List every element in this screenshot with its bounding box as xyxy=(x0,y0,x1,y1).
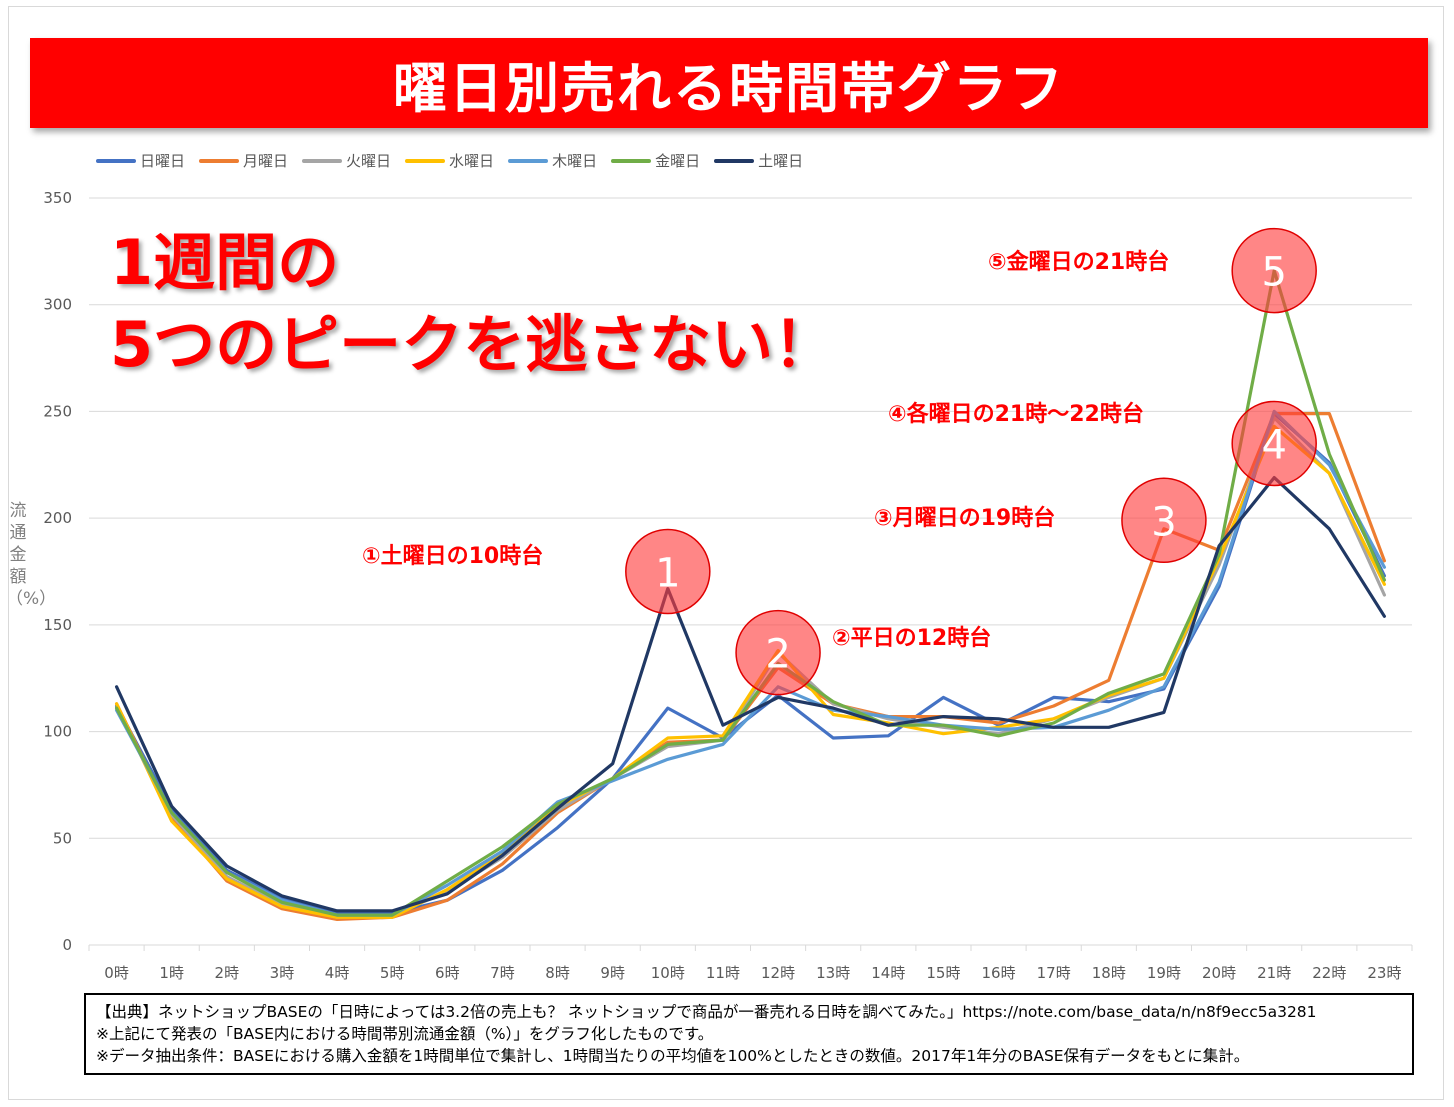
legend-swatch xyxy=(302,158,343,163)
x-tick-label: 4時 xyxy=(325,964,350,982)
x-tick-label: 7時 xyxy=(490,964,515,982)
legend-swatch xyxy=(714,158,755,163)
x-tick-label: 21時 xyxy=(1257,964,1291,982)
y-tick-label: 150 xyxy=(43,616,72,634)
annotation-5-label: ⑤金曜日の21時台 xyxy=(988,250,1170,275)
annotation-circle-2 xyxy=(735,609,821,696)
y-tick-label: 300 xyxy=(43,296,72,314)
y-tick-label: 200 xyxy=(43,509,72,527)
x-tick-label: 13時 xyxy=(816,964,850,982)
title-banner: 曜日別売れる時間帯グラフ xyxy=(30,38,1428,128)
legend-item: 火曜日 xyxy=(302,150,391,171)
legend-swatch xyxy=(199,158,240,163)
legend-label: 土曜日 xyxy=(758,152,804,170)
x-tick-label: 19時 xyxy=(1147,964,1181,982)
annotation-3-label: ③月曜日の19時台 xyxy=(874,506,1056,531)
y-tick-label: 50 xyxy=(53,829,72,847)
legend-item: 日曜日 xyxy=(96,150,185,171)
legend-item: 土曜日 xyxy=(714,150,803,171)
x-tick-label: 2時 xyxy=(215,964,240,982)
x-tick-label: 20時 xyxy=(1202,964,1236,982)
annotation-4-label: ④各曜日の21時～22時台 xyxy=(888,402,1144,427)
source-line-2: ※上記にて発表の「BASE内における時間帯別流通金額（%）」をグラフ化したもので… xyxy=(96,1025,714,1043)
source-note: 【出典】ネットショップBASEの「日時によっては3.2倍の売上も？ ネットショッ… xyxy=(84,993,1414,1075)
x-tick-label: 14時 xyxy=(871,964,905,982)
legend-label: 木曜日 xyxy=(552,152,598,170)
source-line-3: ※データ抽出条件：BASEにおける購入金額を1時間単位で集計し、1時間当たりの平… xyxy=(96,1047,1250,1065)
x-tick-label: 0時 xyxy=(104,964,129,982)
legend-label: 日曜日 xyxy=(140,152,186,170)
y-tick-label: 250 xyxy=(43,402,72,420)
x-tick-label: 12時 xyxy=(761,964,795,982)
series-line-7 xyxy=(114,476,1387,913)
annotation-number-5: 5 xyxy=(1261,250,1286,296)
annotation-2-label: ②平日の12時台 xyxy=(832,626,992,651)
y-tick-label: 0 xyxy=(62,936,72,954)
x-tick-label: 23時 xyxy=(1367,964,1401,982)
x-tick-label: 11時 xyxy=(706,964,740,982)
outer-frame xyxy=(8,6,1444,1100)
y-tick-label: 350 xyxy=(43,189,72,207)
legend-item: 水曜日 xyxy=(405,150,494,171)
x-tick-label: 16時 xyxy=(982,964,1016,982)
y-tick-label: 100 xyxy=(43,723,72,741)
x-tick-label: 18時 xyxy=(1092,964,1126,982)
legend-label: 水曜日 xyxy=(449,152,495,170)
legend-swatch xyxy=(405,158,446,163)
legend: 日曜日 月曜日 火曜日 水曜日 木曜日 金曜日 土曜日 xyxy=(96,150,803,171)
annotation-number-1: 1 xyxy=(655,551,680,597)
legend-item: 月曜日 xyxy=(199,150,288,171)
x-tick-label: 15時 xyxy=(926,964,960,982)
legend-item: 金曜日 xyxy=(611,150,700,171)
series-line-6 xyxy=(114,269,1387,917)
annotation-circle-5 xyxy=(1231,227,1317,314)
headline-line-2: 5つのピークを逃さない！ xyxy=(110,308,836,381)
annotation-circle-1 xyxy=(625,528,711,615)
headline-line-1: 1週間の xyxy=(110,226,340,299)
legend-item: 木曜日 xyxy=(508,150,597,171)
legend-swatch xyxy=(611,158,652,163)
x-tick-label: 9時 xyxy=(600,964,625,982)
chart-title: 曜日別売れる時間帯グラフ xyxy=(393,56,1065,120)
legend-label: 火曜日 xyxy=(346,152,392,170)
x-tick-label: 5時 xyxy=(380,964,405,982)
x-tick-label: 3時 xyxy=(270,964,295,982)
x-tick-label: 1時 xyxy=(159,964,184,982)
legend-label: 金曜日 xyxy=(655,152,701,170)
annotation-circle-4 xyxy=(1231,400,1317,487)
series-line-4 xyxy=(114,424,1387,919)
x-tick-label: 22時 xyxy=(1312,964,1346,982)
annotation-number-4: 4 xyxy=(1261,422,1286,468)
legend-swatch xyxy=(508,158,549,163)
x-tick-label: 10時 xyxy=(651,964,685,982)
x-tick-label: 8時 xyxy=(545,964,570,982)
annotation-number-3: 3 xyxy=(1151,499,1176,545)
annotation-number-2: 2 xyxy=(765,632,790,678)
headline: 1週間の 5つのピークを逃さない！ xyxy=(110,222,835,386)
annotation-circle-3 xyxy=(1121,477,1207,564)
legend-label: 月曜日 xyxy=(243,152,289,170)
source-line-1: 【出典】ネットショップBASEの「日時によっては3.2倍の売上も？ ネットショッ… xyxy=(96,1003,1317,1021)
legend-swatch xyxy=(96,158,136,163)
x-tick-label: 6時 xyxy=(435,964,460,982)
x-tick-label: 17時 xyxy=(1037,964,1071,982)
annotation-1-label: ①土曜日の10時台 xyxy=(362,544,544,569)
